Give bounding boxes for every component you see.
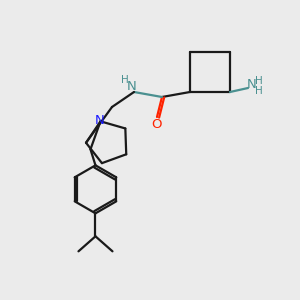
- Text: N: N: [94, 114, 104, 127]
- Text: H: H: [255, 76, 263, 86]
- Text: H: H: [121, 75, 129, 85]
- Text: N: N: [127, 80, 137, 92]
- Text: O: O: [152, 118, 162, 131]
- Text: N: N: [247, 79, 257, 92]
- Text: H: H: [255, 86, 263, 96]
